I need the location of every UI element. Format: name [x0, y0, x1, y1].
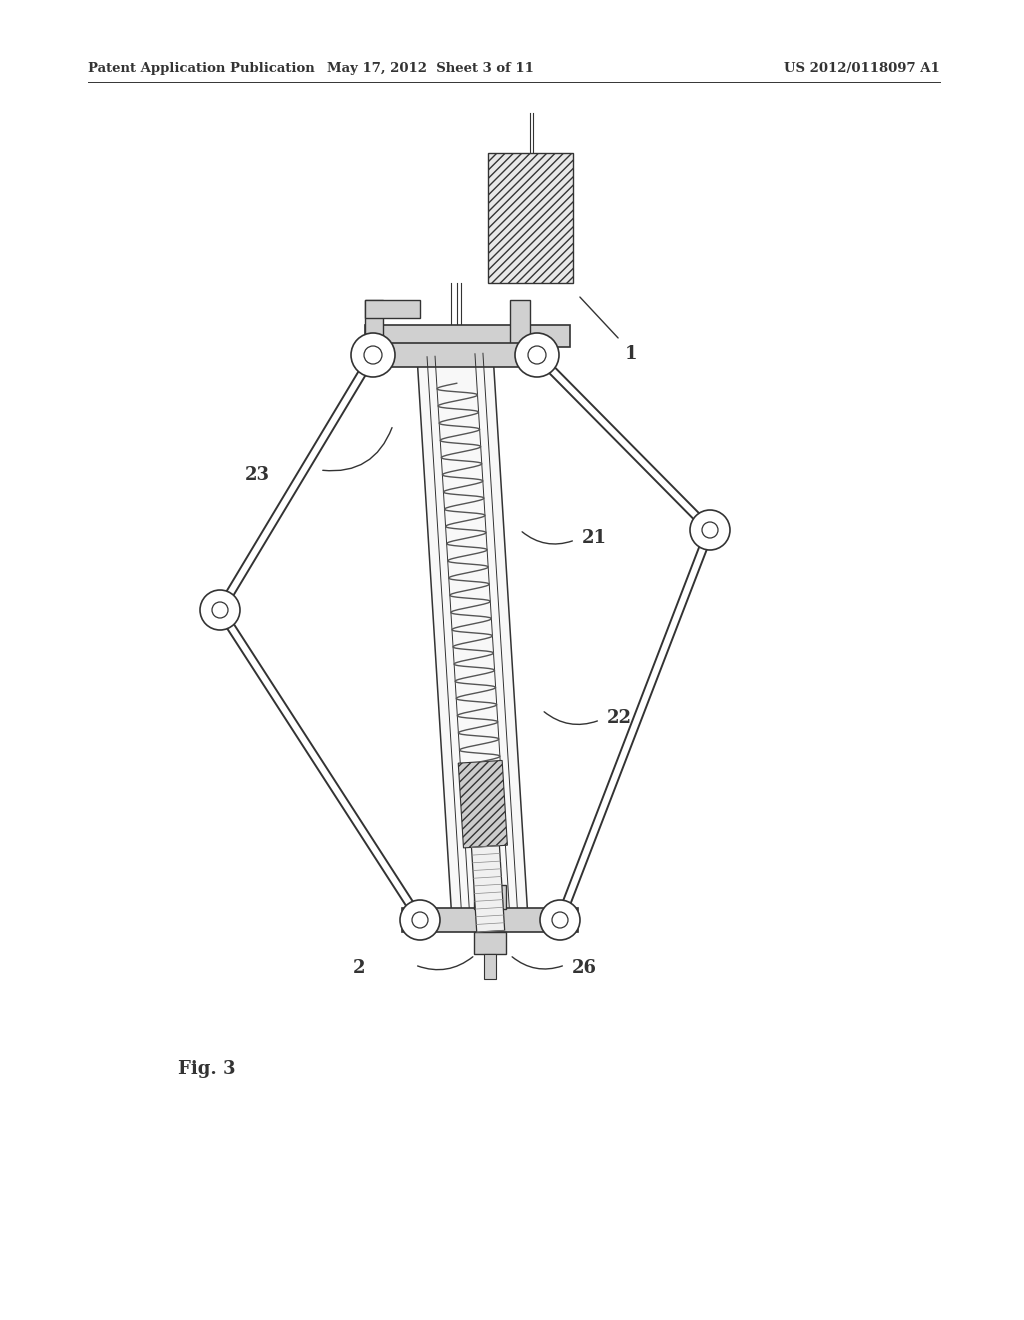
Polygon shape: [417, 352, 528, 923]
Bar: [474, 932, 506, 954]
Circle shape: [540, 900, 580, 940]
Circle shape: [515, 333, 559, 378]
Circle shape: [351, 333, 395, 378]
Text: Patent Application Publication: Patent Application Publication: [88, 62, 314, 75]
Circle shape: [690, 510, 730, 550]
Bar: [365, 300, 420, 318]
Text: 22: 22: [607, 709, 632, 727]
Circle shape: [364, 346, 382, 364]
Bar: [365, 300, 383, 348]
Text: 1: 1: [625, 345, 638, 363]
Text: Fig. 3: Fig. 3: [178, 1060, 236, 1078]
Circle shape: [412, 912, 428, 928]
Bar: [510, 300, 530, 348]
Bar: [484, 954, 496, 979]
Bar: [474, 884, 506, 909]
Circle shape: [702, 521, 718, 539]
Circle shape: [552, 912, 568, 928]
Bar: [355, 343, 555, 367]
Text: 2: 2: [352, 960, 365, 977]
Text: 23: 23: [245, 466, 270, 484]
Bar: [487, 153, 572, 282]
Text: 21: 21: [582, 529, 607, 546]
Circle shape: [528, 346, 546, 364]
Bar: [365, 325, 570, 347]
Circle shape: [200, 590, 240, 630]
Text: US 2012/0118097 A1: US 2012/0118097 A1: [784, 62, 940, 75]
Circle shape: [400, 900, 440, 940]
Text: May 17, 2012  Sheet 3 of 11: May 17, 2012 Sheet 3 of 11: [327, 62, 534, 75]
Text: 26: 26: [572, 960, 597, 977]
Polygon shape: [471, 846, 505, 932]
Circle shape: [212, 602, 228, 618]
Polygon shape: [459, 760, 508, 847]
Bar: [402, 908, 578, 932]
